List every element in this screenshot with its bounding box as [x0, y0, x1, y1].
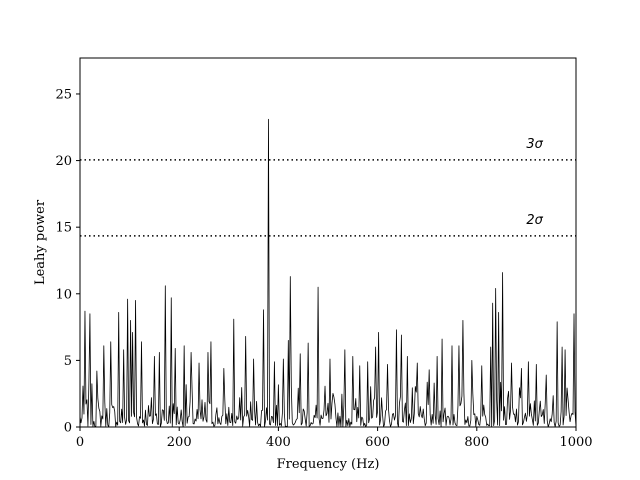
x-axis-label: Frequency (Hz)	[277, 457, 380, 472]
y-tick-label: 20	[55, 154, 72, 169]
y-tick-label: 0	[64, 421, 72, 436]
x-axis: 0 200 400 600 800 1000	[76, 427, 593, 450]
y-axis: 0 5 10 15 20 25	[55, 87, 80, 436]
threshold-label: 2σ	[526, 213, 543, 228]
threshold-label: 3σ	[526, 137, 543, 152]
x-tick-label: 800	[464, 435, 489, 450]
plot-frame	[79, 57, 577, 428]
x-tick-label: 600	[365, 435, 390, 450]
x-tick-label: 200	[167, 435, 192, 450]
plot-area: 3σ 2σ	[79, 57, 577, 428]
x-tick-label: 1000	[559, 435, 592, 450]
y-axis-label: Leahy power	[33, 199, 48, 285]
threshold-lines: 3σ 2σ	[80, 137, 576, 237]
x-tick-label: 0	[76, 435, 84, 450]
y-tick-label: 25	[55, 87, 72, 102]
y-tick-label: 5	[64, 354, 72, 369]
y-tick-label: 10	[55, 287, 72, 302]
x-tick-label: 400	[266, 435, 291, 450]
y-tick-label: 15	[55, 221, 72, 236]
spectrum-line	[80, 118, 576, 427]
